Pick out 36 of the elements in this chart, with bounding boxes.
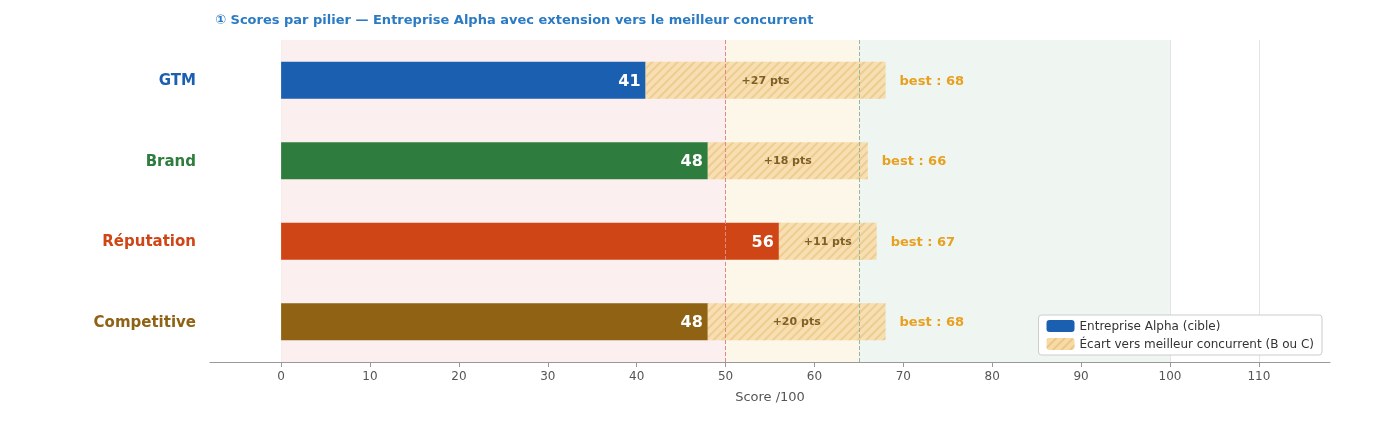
y-tick-label: Competitive [93, 312, 196, 331]
x-tick-label: 110 [1247, 369, 1271, 383]
x-tick-label: 90 [1073, 369, 1089, 383]
x-tick-label: 10 [362, 369, 378, 383]
total-label: best : 67 [890, 233, 956, 249]
y-tick-label: Brand [145, 151, 196, 170]
x-axis-title: Score /100 [735, 389, 805, 404]
x-tick-label: 30 [540, 369, 556, 383]
data-label: 48 [680, 151, 703, 171]
x-tick-label: 70 [895, 369, 911, 383]
data-label: +20 pts [772, 315, 822, 329]
x-tick-label: 50 [717, 369, 734, 383]
data-label: +18 pts [763, 154, 813, 168]
y-tick-label: Réputation [102, 232, 196, 251]
bar [281, 222, 779, 260]
bar [281, 142, 708, 180]
x-tick-label: 100 [1158, 369, 1182, 383]
data-label: 56 [751, 231, 774, 251]
legend-label: Entreprise Alpha (cible) [1079, 319, 1221, 333]
data-label: 41 [618, 70, 641, 90]
total-label: best : 66 [881, 153, 947, 169]
legend-label: Écart vers meilleur concurrent (B ou C) [1079, 336, 1314, 351]
chart-title: ① Scores par pilier — Entreprise Alpha avec extension vers le meilleur concurrent [215, 12, 814, 27]
data-label: +27 pts [741, 73, 791, 87]
x-tick-label: 0 [277, 369, 285, 383]
x-tick-label: 80 [984, 369, 1000, 383]
data-label: +11 pts [803, 234, 853, 248]
bar [281, 303, 708, 341]
x-tick-label: 40 [629, 369, 645, 383]
x-tick-label: 60 [806, 369, 823, 383]
total-label: best : 68 [899, 72, 964, 88]
bar [281, 61, 646, 99]
x-tick-label: 20 [451, 369, 467, 383]
y-tick-label: GTM [158, 71, 196, 90]
total-label: best : 68 [899, 314, 964, 330]
data-label: 48 [680, 312, 703, 332]
